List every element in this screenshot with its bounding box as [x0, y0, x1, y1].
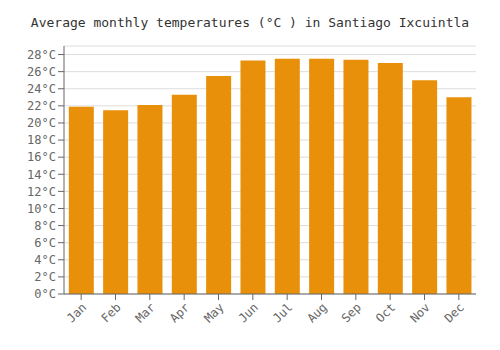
- svg-text:22°C: 22°C: [27, 99, 56, 113]
- svg-text:Oct: Oct: [373, 300, 398, 325]
- svg-text:May: May: [201, 300, 226, 325]
- svg-text:28°C: 28°C: [27, 48, 56, 62]
- svg-text:Dec: Dec: [442, 300, 467, 325]
- svg-text:Jun: Jun: [236, 300, 261, 325]
- svg-text:18°C: 18°C: [27, 133, 56, 147]
- svg-text:Mar: Mar: [133, 300, 158, 325]
- svg-text:16°C: 16°C: [27, 150, 56, 164]
- svg-text:Jan: Jan: [64, 300, 89, 325]
- svg-text:8°C: 8°C: [34, 219, 56, 233]
- svg-text:Jul: Jul: [270, 300, 295, 325]
- svg-text:Sep: Sep: [339, 300, 364, 325]
- svg-text:Nov: Nov: [407, 300, 432, 325]
- svg-text:Aug: Aug: [304, 300, 329, 325]
- svg-text:4°C: 4°C: [34, 253, 56, 267]
- svg-text:12°C: 12°C: [27, 185, 56, 199]
- html-text:Average monthly temperatures (: Average monthly temperatures (°C ) in Sa…: [30, 15, 470, 30]
- svg-text:Apr: Apr: [167, 300, 192, 325]
- svg-text:2°C: 2°C: [34, 270, 56, 284]
- svg-text:0°C: 0°C: [34, 287, 56, 301]
- svg-text:20°C: 20°C: [27, 116, 56, 130]
- svg-text:26°C: 26°C: [27, 65, 56, 79]
- svg-text:6°C: 6°C: [34, 236, 56, 250]
- svg-text:14°C: 14°C: [27, 168, 56, 182]
- svg-text:10°C: 10°C: [27, 202, 56, 216]
- svg-text:24°C: 24°C: [27, 82, 56, 96]
- svg-text:Feb: Feb: [98, 300, 123, 325]
